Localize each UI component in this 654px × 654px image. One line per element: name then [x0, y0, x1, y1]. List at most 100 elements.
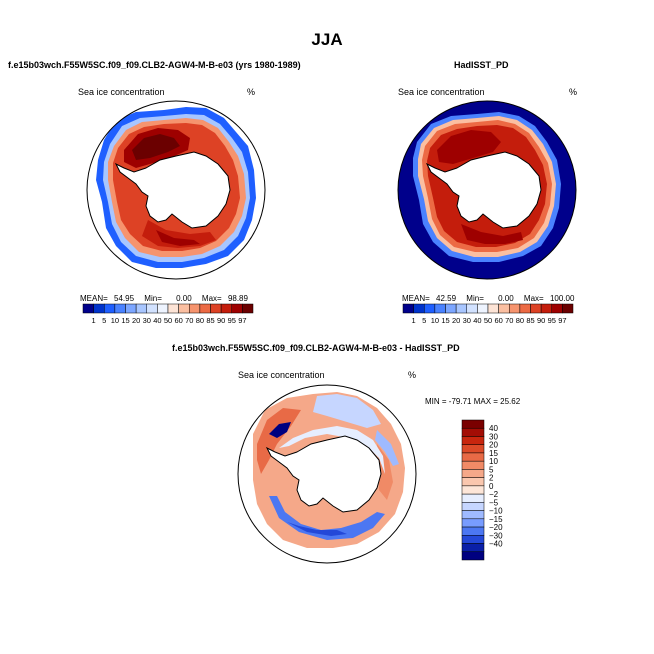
model-stats: MEAN= 54.95 Min= 0.00 Max= 98.89: [80, 294, 248, 303]
model-colorbar-box: [146, 303, 158, 314]
obs-colorbar-box: [445, 303, 457, 314]
diff-colorbar-box: [461, 427, 485, 437]
model-colorbar-box: [93, 303, 105, 314]
model-max-value: 98.89: [227, 294, 248, 303]
diff-colorbar-box: [461, 477, 485, 487]
model-max-label: Max=: [201, 294, 222, 303]
obs-mean-value: 42.59: [436, 294, 457, 303]
obs-colorbar-box: [498, 303, 510, 314]
diff-colorbar-tick: 30: [489, 432, 498, 441]
diff-polar-map: [237, 384, 417, 564]
obs-colorbar-box: [551, 303, 563, 314]
model-colorbar-box: [135, 303, 147, 314]
diff-colorbar-box: [461, 518, 485, 528]
diff-panel-title: f.e15b03wch.F55W5SC.f09_f09.CLB2-AGW4-M-…: [172, 343, 460, 353]
obs-colorbar-box: [519, 303, 531, 314]
diff-colorbar-box: [461, 535, 485, 544]
diff-negative-south: [269, 496, 385, 540]
obs-weddell-dark: [437, 130, 501, 164]
obs-colorbar-tick: 97: [558, 316, 566, 325]
diff-colorbar-tick: 5: [489, 465, 494, 474]
model-ross-darker: [156, 230, 200, 246]
model-colorbar-box: [104, 303, 116, 314]
obs-variable-label: Sea ice concentration: [398, 87, 485, 97]
diff-colorbar-tick: −20: [489, 523, 503, 532]
diff-colorbar-tick: −40: [489, 540, 503, 549]
obs-colorbar-tick: 85: [526, 316, 534, 325]
diff-colorbar-tick: −15: [489, 515, 503, 524]
model-colorbar-box: [199, 303, 211, 314]
obs-colorbar: 1 5 10 15 20 30 40 50 60 70 80 85 90 95 97: [402, 303, 574, 325]
obs-colorbar-box: [455, 303, 467, 314]
diff-colorbar-box: [461, 444, 485, 454]
obs-colorbar-box: [402, 303, 414, 314]
diff-colorbar-box: [461, 436, 485, 445]
model-colorbar-box: [178, 303, 190, 314]
diff-colorbar-tick: 10: [489, 457, 498, 466]
obs-colorbar-tick: 10: [431, 316, 439, 325]
obs-colorbar-box: [530, 303, 542, 314]
diff-colorbar-box: [461, 510, 485, 520]
diff-colorbar-box: [461, 502, 485, 511]
diff-negative-north: [313, 394, 381, 428]
diff-units-label: %: [408, 370, 417, 380]
diff-colorbar-tick: 15: [489, 449, 498, 458]
obs-max-value: 100.00: [549, 294, 575, 303]
obs-units-label: %: [569, 87, 578, 97]
diff-colorbar-box: [461, 551, 485, 561]
model-colorbar-box: [82, 303, 94, 314]
model-variable-label: Sea ice concentration: [78, 87, 165, 97]
model-colorbar-tick: 15: [121, 316, 129, 325]
diff-colorbar-box: [461, 485, 485, 495]
diff-weddell-neg: [269, 422, 291, 438]
diff-colorbar-tick: 0: [489, 482, 494, 491]
model-colorbar-tick: 95: [228, 316, 236, 325]
obs-colorbar-tick: 5: [422, 316, 426, 325]
diff-colorbar-box: [461, 452, 485, 462]
model-colorbar-tick: 85: [206, 316, 214, 325]
diff-colorbar-tick: −10: [489, 507, 503, 516]
model-colorbar-tick: 20: [132, 316, 140, 325]
obs-panel-title: HadISST_PD: [454, 60, 509, 70]
model-colorbar-tick: 1: [92, 316, 96, 325]
diff-colorbar-box: [461, 543, 485, 553]
obs-colorbar-box: [466, 303, 478, 314]
model-units-label: %: [247, 87, 256, 97]
obs-colorbar-tick: 60: [494, 316, 502, 325]
diff-antarctica-land: [265, 435, 382, 513]
obs-colorbar-tick: 40: [473, 316, 481, 325]
diff-negative-east: [375, 430, 399, 466]
obs-antarctica-land: [425, 151, 542, 229]
model-mean-label: MEAN=: [80, 294, 108, 303]
model-colorbar-box: [231, 303, 243, 314]
model-colorbar-tick: 40: [153, 316, 161, 325]
diff-colorbar-tick: −2: [489, 490, 499, 499]
model-min-value: 0.00: [176, 294, 192, 303]
obs-min-label: Min=: [466, 294, 484, 303]
model-mean-value: 54.95: [114, 294, 135, 303]
obs-colorbar-tick: 95: [548, 316, 556, 325]
model-colorbar-tick: 90: [217, 316, 225, 325]
obs-max-label: Max=: [523, 294, 544, 303]
model-ross-dark: [142, 220, 216, 248]
model-colorbar-tick: 70: [185, 316, 193, 325]
obs-colorbar-tick: 90: [537, 316, 545, 325]
model-colorbar-box: [167, 303, 179, 314]
diff-colorbar-box: [461, 419, 485, 429]
obs-colorbar-box: [477, 303, 489, 314]
diff-colorbar-box: [461, 469, 485, 478]
model-panel-title: f.e15b03wch.F55W5SC.f09_f09.CLB2-AGW4-M-…: [8, 60, 301, 70]
diff-colorbar-box: [461, 526, 485, 536]
obs-colorbar-tick: 80: [516, 316, 524, 325]
model-colorbar-tick: 30: [143, 316, 151, 325]
obs-colorbar-tick: 30: [463, 316, 471, 325]
obs-stats: MEAN= 42.59 Min= 0.00 Max= 100.00: [402, 294, 574, 303]
model-colorbar-tick: 60: [174, 316, 182, 325]
obs-colorbar-box: [509, 303, 521, 314]
obs-colorbar-box: [487, 303, 499, 314]
model-colorbar-tick: 50: [164, 316, 172, 325]
obs-colorbar-box: [562, 303, 574, 314]
model-colorbar-box: [220, 303, 232, 314]
model-colorbar-box: [189, 303, 201, 314]
